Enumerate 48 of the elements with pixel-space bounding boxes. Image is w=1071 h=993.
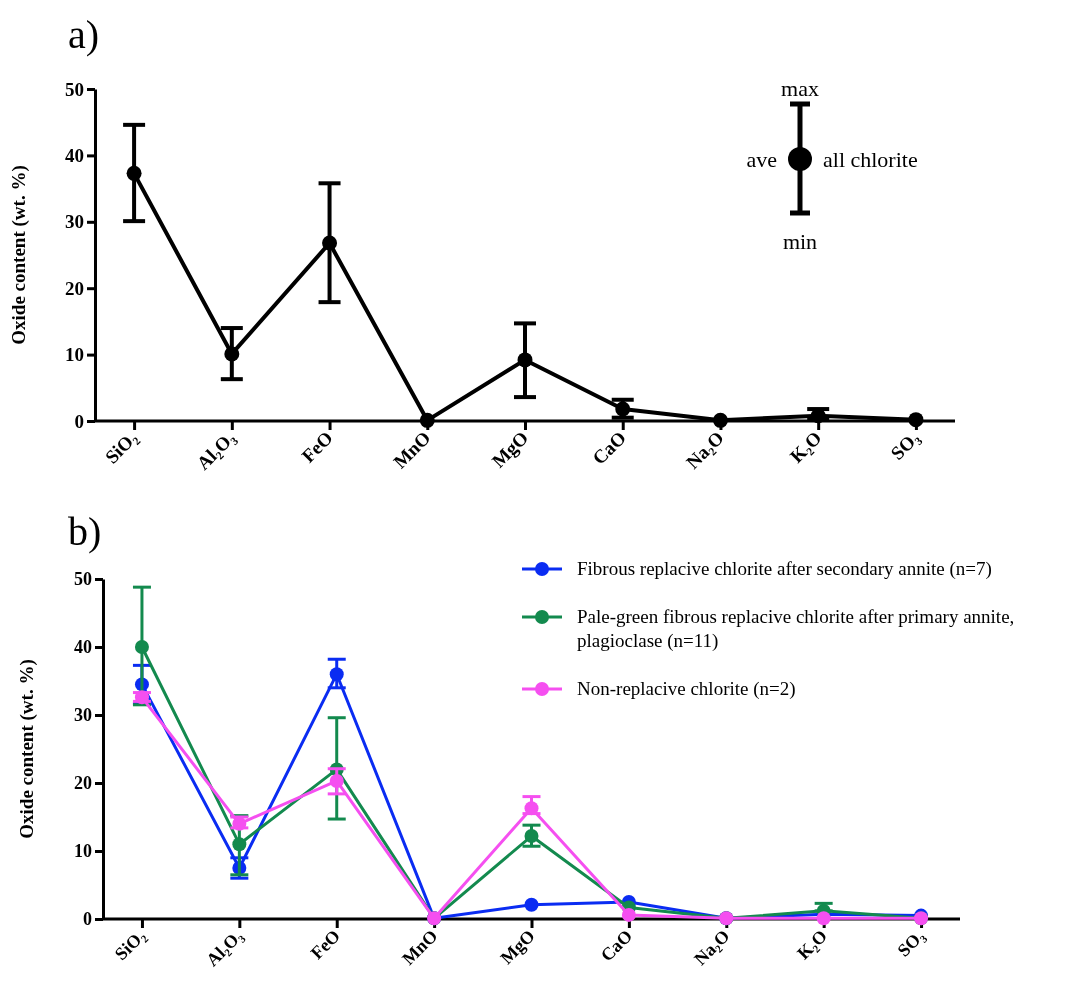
y-axis-title: Oxide content (wt. %) <box>8 165 30 345</box>
point <box>524 829 539 844</box>
y-axis-title: Oxide content (wt. %) <box>16 659 38 839</box>
x-tick-label: SO₃ <box>886 426 924 464</box>
x-tick-label: FeO <box>297 426 337 467</box>
y-tick-label: 10 <box>74 841 92 862</box>
point <box>621 907 636 922</box>
point <box>134 640 149 654</box>
point <box>232 837 247 852</box>
point <box>524 801 539 816</box>
point <box>524 897 539 912</box>
y-tick-label: 10 <box>65 344 84 366</box>
y-tick-label: 50 <box>74 569 92 590</box>
y-tick-label: 30 <box>65 211 84 233</box>
y-tick-label: 40 <box>65 144 84 166</box>
y-tick-label: 50 <box>65 78 84 100</box>
point <box>712 412 728 428</box>
legend-label: Fibrous replacive chlorite after secondary annite (n=7) <box>577 558 992 580</box>
y-tick-label: 20 <box>74 773 92 794</box>
y-tick-label: 30 <box>74 705 92 726</box>
legend-label: all chlorite <box>823 147 918 172</box>
x-tick-label: K₂O <box>785 426 826 467</box>
annotation: ave <box>746 147 777 172</box>
point <box>329 773 344 788</box>
y-tick-label: 0 <box>74 410 84 432</box>
y-tick-label: 40 <box>74 637 92 658</box>
y-tick-label: 20 <box>65 277 84 299</box>
point <box>517 352 533 368</box>
point <box>419 412 435 428</box>
legend-label: Non-replacive chlorite (n=2) <box>577 678 796 700</box>
point <box>322 235 338 251</box>
x-tick-label: SO₃ <box>893 925 929 961</box>
point <box>126 165 142 181</box>
x-tick-label: FeO <box>306 925 345 964</box>
chart-title: b) <box>68 509 102 554</box>
y-tick-label: 0 <box>83 909 92 930</box>
chart-title: a) <box>68 12 100 57</box>
x-tick-label: CaO <box>596 925 637 966</box>
annotation: max <box>781 76 819 101</box>
point <box>816 911 831 926</box>
annotation: min <box>782 229 818 254</box>
x-tick-label: CaO <box>588 426 631 469</box>
x-tick-label: SiO₂ <box>100 426 142 468</box>
x-tick-label: SiO₂ <box>110 925 150 965</box>
x-tick-label: K₂O <box>793 925 831 964</box>
legend-label: Pale-green fibrous replacive chlorite after primary annite, plagioclase (n=11) <box>577 606 1015 652</box>
point <box>224 346 240 362</box>
point <box>329 667 344 682</box>
